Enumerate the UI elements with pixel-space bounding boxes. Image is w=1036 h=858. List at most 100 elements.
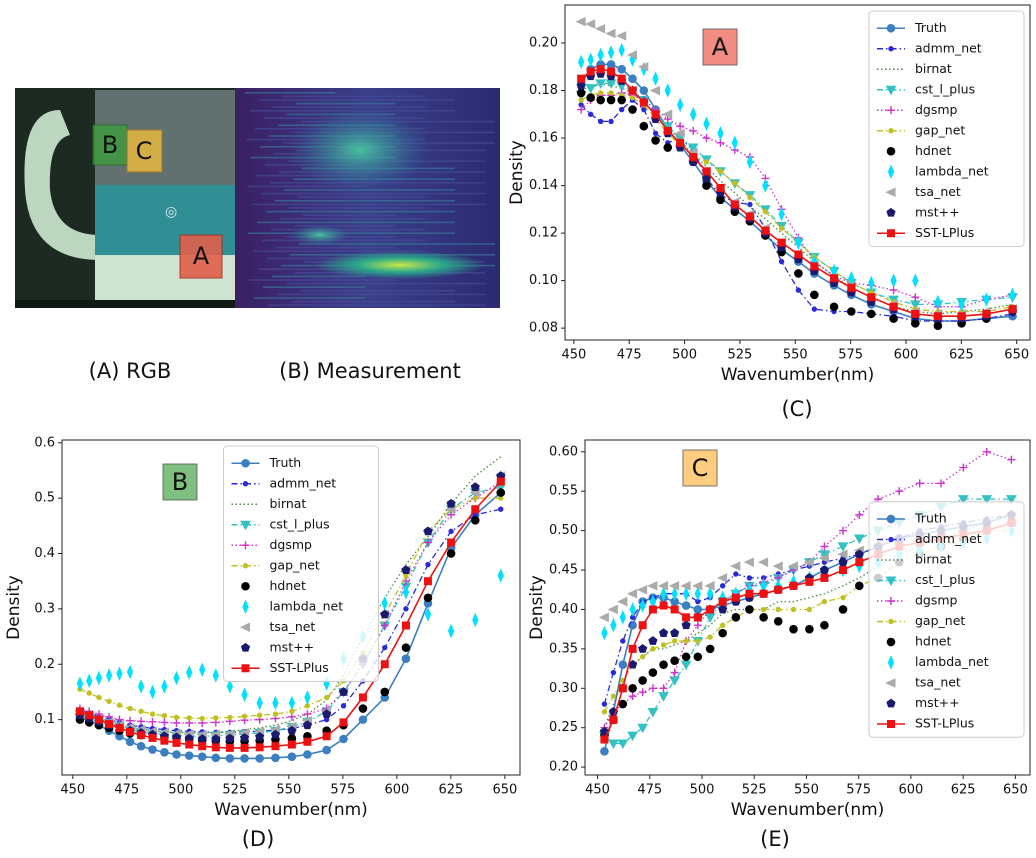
marker bbox=[471, 505, 480, 514]
marker bbox=[240, 754, 249, 763]
marker bbox=[693, 613, 702, 622]
marker bbox=[578, 97, 584, 103]
marker bbox=[211, 753, 221, 763]
marker bbox=[681, 620, 691, 630]
marker bbox=[774, 585, 783, 594]
measurement-glow bbox=[315, 251, 485, 279]
marker bbox=[821, 598, 828, 605]
legend-label: gap_net bbox=[915, 613, 965, 628]
region-box bbox=[179, 234, 223, 279]
legend-label: hdnet bbox=[915, 143, 951, 158]
marker bbox=[616, 31, 627, 41]
legend-label: lambda_net bbox=[270, 598, 344, 613]
legend-label: tsa_net bbox=[915, 675, 961, 690]
marker bbox=[125, 737, 135, 747]
marker bbox=[423, 577, 432, 586]
region-box bbox=[92, 124, 128, 166]
legend-label: Truth bbox=[914, 511, 947, 526]
x-tick-label: 475 bbox=[637, 783, 662, 798]
marker bbox=[668, 581, 680, 591]
marker bbox=[854, 549, 864, 559]
marker bbox=[149, 711, 156, 717]
marker bbox=[149, 684, 156, 700]
marker bbox=[670, 628, 680, 638]
marker bbox=[96, 694, 102, 701]
marker bbox=[838, 605, 848, 614]
panel-caption: (D) bbox=[242, 827, 275, 851]
legend-marker bbox=[239, 622, 250, 633]
marker bbox=[745, 212, 754, 221]
marker bbox=[895, 487, 904, 496]
y-tick-label: 0.30 bbox=[549, 681, 578, 696]
x-tick-label: 525 bbox=[742, 783, 767, 798]
marker bbox=[638, 621, 647, 630]
marker bbox=[340, 703, 347, 709]
legend-box bbox=[868, 501, 1025, 738]
marker bbox=[662, 109, 673, 120]
marker bbox=[760, 606, 767, 613]
marker bbox=[1007, 455, 1016, 464]
streak bbox=[277, 293, 485, 296]
legend-marker bbox=[885, 576, 897, 587]
marker bbox=[618, 106, 625, 113]
marker bbox=[934, 294, 942, 310]
marker bbox=[595, 79, 607, 89]
plot-frame bbox=[584, 439, 1031, 776]
x-tick-label: 525 bbox=[222, 783, 247, 798]
marker bbox=[497, 568, 504, 583]
marker bbox=[240, 743, 249, 752]
marker bbox=[86, 673, 93, 689]
marker bbox=[425, 561, 431, 568]
x-tick-label: 575 bbox=[838, 348, 863, 363]
series-line bbox=[580, 82, 1013, 306]
marker bbox=[639, 654, 646, 660]
marker bbox=[322, 732, 331, 741]
marker bbox=[759, 613, 768, 622]
marker bbox=[911, 309, 920, 318]
legend-marker bbox=[887, 720, 895, 728]
marker bbox=[707, 634, 713, 640]
marker bbox=[401, 654, 411, 664]
marker bbox=[161, 713, 168, 719]
marker bbox=[608, 739, 619, 749]
marker bbox=[358, 693, 367, 702]
annotation-box bbox=[162, 463, 198, 501]
marker bbox=[680, 660, 692, 671]
x-tick-label: 500 bbox=[690, 783, 715, 798]
marker bbox=[148, 745, 157, 754]
marker bbox=[682, 586, 690, 601]
x-tick-label: 625 bbox=[438, 783, 463, 798]
marker bbox=[855, 510, 864, 519]
marker bbox=[126, 716, 135, 725]
marker bbox=[693, 652, 703, 662]
legend-label: dgsmp bbox=[915, 102, 958, 117]
legend-marker bbox=[886, 698, 896, 708]
y-tick-label: 0.50 bbox=[549, 523, 578, 538]
marker bbox=[775, 606, 781, 613]
marker bbox=[339, 734, 348, 744]
streak bbox=[263, 286, 365, 288]
x-tick-label: 650 bbox=[1004, 348, 1029, 363]
marker bbox=[638, 61, 649, 72]
marker bbox=[855, 558, 864, 567]
y-tick-label: 0.40 bbox=[549, 602, 578, 617]
streak bbox=[248, 232, 455, 234]
marker bbox=[607, 45, 615, 60]
marker bbox=[636, 584, 648, 595]
marker bbox=[601, 625, 608, 641]
marker bbox=[819, 565, 830, 574]
legend-marker bbox=[887, 229, 895, 238]
x-tick-label: 650 bbox=[492, 783, 517, 798]
legend-label: dgsmp bbox=[270, 537, 313, 552]
marker bbox=[703, 116, 710, 132]
x-axis-label: Wavenumber(nm) bbox=[214, 800, 368, 820]
marker bbox=[424, 607, 432, 622]
legend-label: cst_l_plus bbox=[270, 516, 330, 531]
series-line bbox=[79, 508, 501, 734]
legend-label: gap_net bbox=[915, 122, 965, 137]
legend-label: gap_net bbox=[270, 557, 320, 572]
y-tick-label: 0.4 bbox=[34, 546, 55, 561]
marker bbox=[805, 577, 814, 586]
marker bbox=[339, 718, 348, 727]
x-tick-label: 550 bbox=[276, 783, 301, 798]
